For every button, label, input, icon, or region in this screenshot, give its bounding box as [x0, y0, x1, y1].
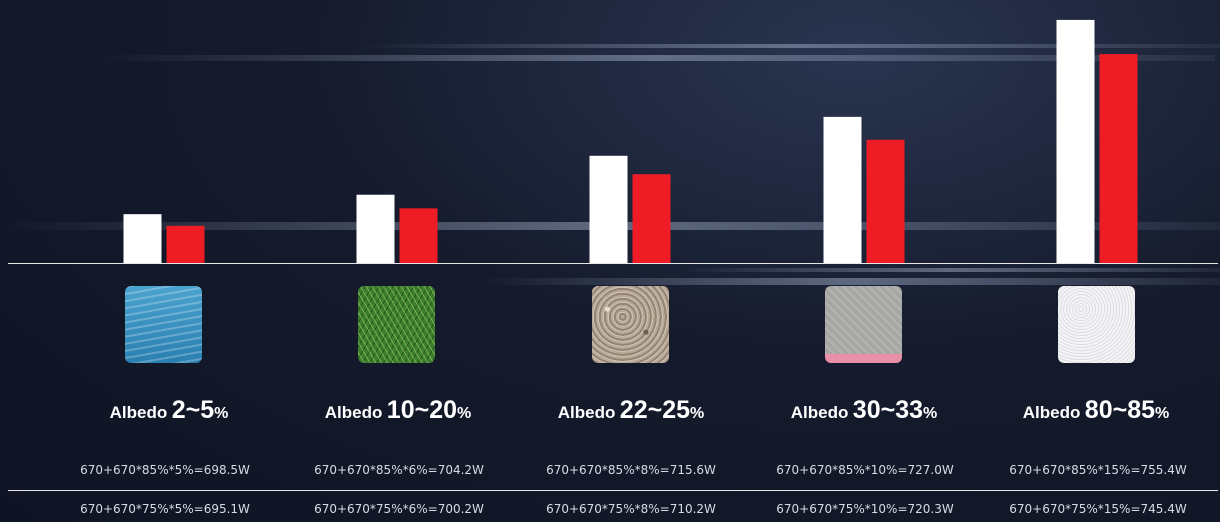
bar-75-percent: [866, 139, 905, 263]
albedo-range: 80~85: [1084, 396, 1156, 424]
background-streak: [360, 44, 1220, 48]
albedo-percent: %: [1155, 405, 1170, 422]
water-surface-icon: [125, 286, 202, 363]
albedo-range: 2~5: [171, 396, 215, 424]
albedo-label: Albedo 22~25%: [551, 396, 711, 425]
background-streak: [95, 55, 1215, 61]
grass-surface-icon: [358, 286, 435, 363]
formula-75-percent: 670+670*75%*10%=720.3W: [776, 502, 954, 516]
albedo-word: Albedo: [109, 403, 168, 422]
albedo-label: Albedo 80~85%: [1016, 396, 1176, 425]
bar-85-percent: [356, 194, 395, 263]
albedo-word: Albedo: [324, 403, 383, 422]
formula-75-percent: 670+670*75%*15%=745.4W: [1009, 502, 1187, 516]
albedo-range: 22~25: [619, 396, 691, 424]
albedo-word: Albedo: [790, 403, 849, 422]
gravel-surface-icon: [592, 286, 669, 363]
albedo-word: Albedo: [1022, 403, 1081, 422]
formula-75-percent: 670+670*75%*5%=695.1W: [80, 502, 250, 516]
albedo-range: 10~20: [386, 396, 458, 424]
chart-baseline: [8, 263, 1218, 264]
formula-85-percent: 670+670*85%*8%=715.6W: [546, 463, 716, 477]
formula-85-percent: 670+670*85%*5%=698.5W: [80, 463, 250, 477]
albedo-label: Albedo 2~5%: [104, 396, 234, 425]
albedo-label: Albedo 10~20%: [318, 396, 478, 425]
bar-85-percent: [589, 155, 628, 263]
albedo-power-bar-chart: [123, 19, 1138, 264]
albedo-percent: %: [923, 405, 938, 422]
background-streak: [480, 278, 1220, 285]
bar-85-percent: [123, 214, 162, 263]
formula-85-percent: 670+670*85%*6%=704.2W: [314, 463, 484, 477]
bar-75-percent: [1099, 54, 1138, 264]
albedo-word: Albedo: [557, 403, 616, 422]
formula-85-percent: 670+670*85%*15%=755.4W: [1009, 463, 1187, 477]
albedo-percent: %: [457, 405, 472, 422]
formula-divider: [8, 490, 1218, 491]
bar-75-percent: [632, 174, 671, 263]
snow-surface-icon: [1058, 286, 1135, 363]
formula-85-percent: 670+670*85%*10%=727.0W: [776, 463, 954, 477]
albedo-label: Albedo 30~33%: [784, 396, 944, 425]
formula-75-percent: 670+670*75%*8%=710.2W: [546, 502, 716, 516]
bar-85-percent: [1056, 19, 1095, 263]
concrete-surface-icon: [825, 286, 902, 363]
albedo-percent: %: [214, 405, 229, 422]
formula-75-percent: 670+670*75%*6%=700.2W: [314, 502, 484, 516]
background-streak: [680, 268, 1220, 272]
bar-75-percent: [399, 208, 438, 263]
bar-85-percent: [823, 116, 862, 264]
bar-75-percent: [166, 225, 205, 263]
albedo-range: 30~33: [852, 396, 924, 424]
albedo-percent: %: [690, 405, 705, 422]
